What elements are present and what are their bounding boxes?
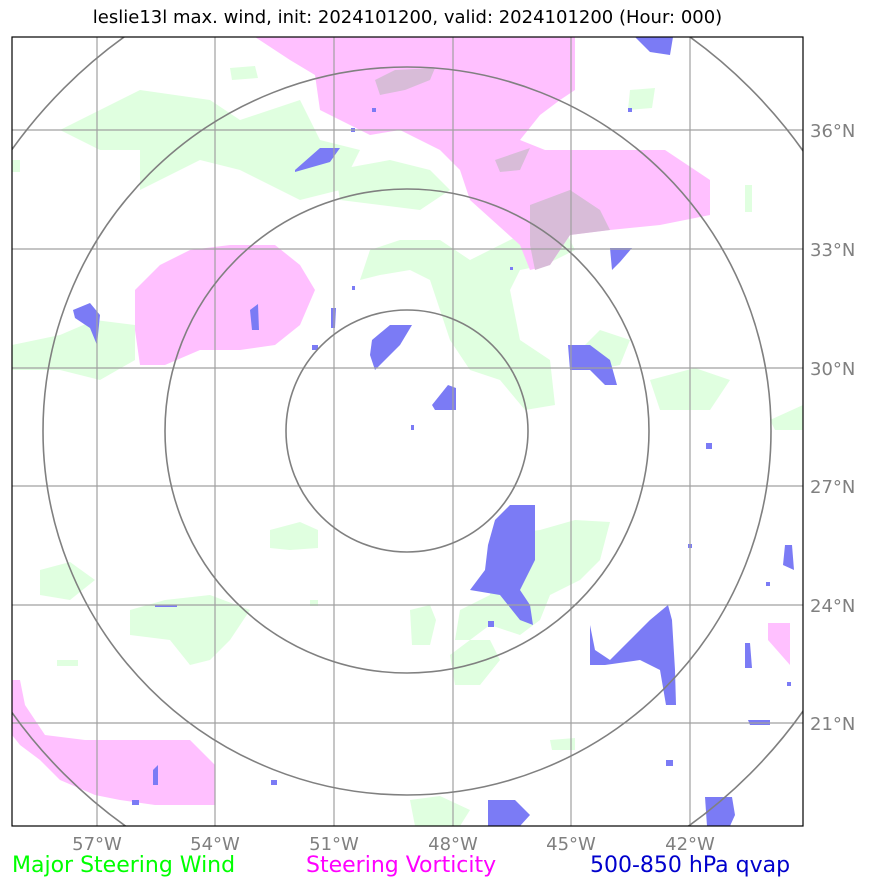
lon-label: 42°W [665, 834, 715, 855]
map-frame [11, 36, 804, 827]
legend-qvap: 500-850 hPa qvap [590, 853, 791, 878]
lon-label: 45°W [546, 834, 596, 855]
qvap-layer [73, 37, 794, 826]
range-ring-1 [285, 309, 529, 553]
lon-label: 57°W [72, 834, 122, 855]
longitude-labels: 57°W 54°W 51°W 48°W 45°W 42°W [72, 834, 715, 855]
steering-wind-layer [12, 66, 803, 826]
grid-lines [12, 37, 803, 826]
lon-label: 54°W [190, 834, 240, 855]
range-ring-2 [164, 188, 650, 674]
lat-label: 21°N [810, 714, 855, 735]
overlap-layer [375, 68, 610, 270]
lon-label: 51°W [309, 834, 359, 855]
latitude-labels: 36°N 33°N 30°N 27°N 24°N 21°N [810, 121, 855, 735]
lon-label: 48°W [428, 834, 478, 855]
legend-steering-vorticity: Steering Vorticity [306, 853, 497, 878]
map-title: leslie13l max. wind, init: 2024101200, v… [92, 7, 723, 28]
lat-label: 27°N [810, 477, 855, 498]
lat-label: 30°N [810, 359, 855, 380]
lat-label: 36°N [810, 121, 855, 142]
map-background [12, 37, 803, 826]
legend-steering-wind: Major Steering Wind [12, 853, 236, 878]
range-ring-3 [42, 66, 772, 796]
lat-label: 24°N [810, 596, 855, 617]
lat-label: 33°N [810, 240, 855, 261]
